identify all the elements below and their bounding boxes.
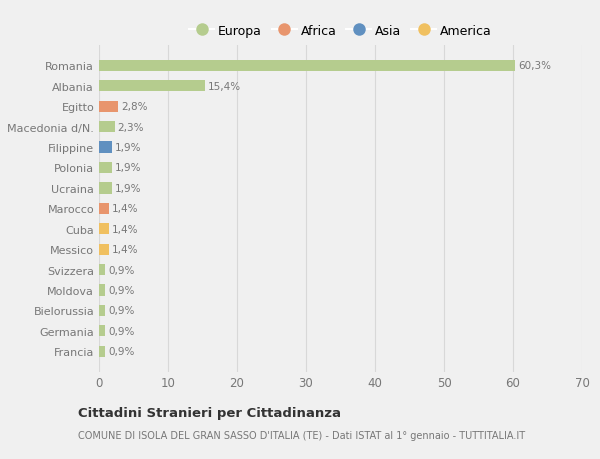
- Bar: [99, 183, 112, 194]
- Legend: Europa, Africa, Asia, America: Europa, Africa, Asia, America: [184, 20, 497, 43]
- Text: 1,4%: 1,4%: [112, 224, 138, 234]
- Bar: [99, 101, 118, 112]
- Text: 0,9%: 0,9%: [108, 306, 134, 316]
- Bar: [99, 264, 105, 275]
- Text: 0,9%: 0,9%: [108, 347, 134, 356]
- Text: 0,9%: 0,9%: [108, 285, 134, 295]
- Bar: [99, 142, 112, 153]
- Text: 0,9%: 0,9%: [108, 326, 134, 336]
- Text: COMUNE DI ISOLA DEL GRAN SASSO D'ITALIA (TE) - Dati ISTAT al 1° gennaio - TUTTIT: COMUNE DI ISOLA DEL GRAN SASSO D'ITALIA …: [78, 431, 525, 441]
- Text: 15,4%: 15,4%: [208, 82, 241, 92]
- Text: 2,3%: 2,3%: [118, 123, 144, 132]
- Bar: [99, 162, 112, 174]
- Bar: [99, 305, 105, 316]
- Bar: [99, 346, 105, 357]
- Text: 0,9%: 0,9%: [108, 265, 134, 275]
- Text: 1,9%: 1,9%: [115, 163, 142, 173]
- Text: 1,4%: 1,4%: [112, 204, 138, 214]
- Bar: [99, 61, 515, 72]
- Text: Cittadini Stranieri per Cittadinanza: Cittadini Stranieri per Cittadinanza: [78, 406, 341, 419]
- Text: 1,9%: 1,9%: [115, 184, 142, 194]
- Text: 1,4%: 1,4%: [112, 245, 138, 255]
- Text: 60,3%: 60,3%: [518, 62, 551, 71]
- Bar: [99, 81, 205, 92]
- Bar: [99, 224, 109, 235]
- Bar: [99, 122, 115, 133]
- Bar: [99, 285, 105, 296]
- Text: 1,9%: 1,9%: [115, 143, 142, 153]
- Bar: [99, 244, 109, 255]
- Text: 2,8%: 2,8%: [121, 102, 148, 112]
- Bar: [99, 325, 105, 336]
- Bar: [99, 203, 109, 214]
